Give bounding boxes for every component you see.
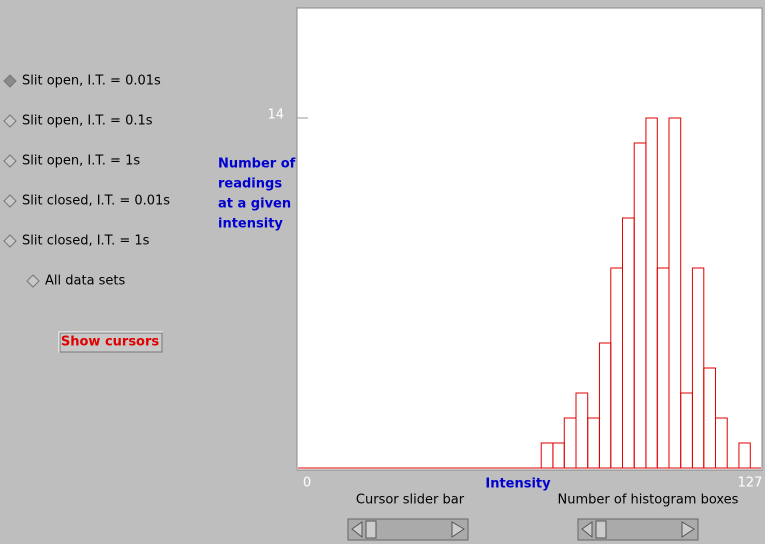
y-axis-label: readings [218, 177, 282, 192]
radio-button[interactable] [26, 274, 40, 288]
radio-button[interactable] [3, 234, 17, 248]
histogram-bar [668, 117, 682, 469]
x-axis-label: Intensity [485, 477, 551, 492]
slider-arrow-right[interactable] [681, 521, 695, 538]
y-axis-label: Number of [218, 157, 296, 172]
slider-label: Cursor slider bar [356, 493, 465, 508]
boxes-slider[interactable] [577, 518, 699, 541]
slider-arrow-right[interactable] [451, 521, 465, 538]
slider-arrow-left[interactable] [581, 521, 593, 539]
radio-label[interactable]: Slit open, I.T. = 0.01s [22, 74, 161, 89]
radio-button[interactable] [3, 154, 17, 168]
radio-button[interactable] [3, 114, 17, 128]
radio-label[interactable]: Slit open, I.T. = 1s [22, 154, 140, 169]
slider-track[interactable] [347, 518, 469, 541]
radio-label[interactable]: Slit closed, I.T. = 1s [22, 234, 150, 249]
y-axis-label: intensity [218, 217, 283, 232]
radio-label[interactable]: All data sets [45, 274, 126, 289]
slider-track[interactable] [577, 518, 699, 541]
histogram-bar [738, 442, 751, 469]
cursor-slider[interactable] [347, 518, 469, 541]
x-tick-label: 0 [303, 476, 311, 491]
radio-button[interactable] [3, 74, 17, 88]
y-axis-label: at a given [218, 197, 291, 212]
y-tick-label: 14 [267, 108, 284, 123]
radio-label[interactable]: Slit open, I.T. = 0.1s [22, 114, 153, 129]
slider-label: Number of histogram boxes [558, 493, 739, 508]
radio-label[interactable]: Slit closed, I.T. = 0.01s [22, 194, 170, 209]
x-tick-label: 127 [738, 476, 763, 491]
slider-thumb[interactable] [595, 520, 607, 539]
button-shadow [59, 332, 163, 353]
slider-thumb[interactable] [365, 520, 377, 539]
radio-button[interactable] [3, 194, 17, 208]
histogram-bar [715, 417, 728, 469]
slider-arrow-left[interactable] [351, 521, 363, 539]
button-label[interactable]: Show cursors [61, 335, 160, 350]
